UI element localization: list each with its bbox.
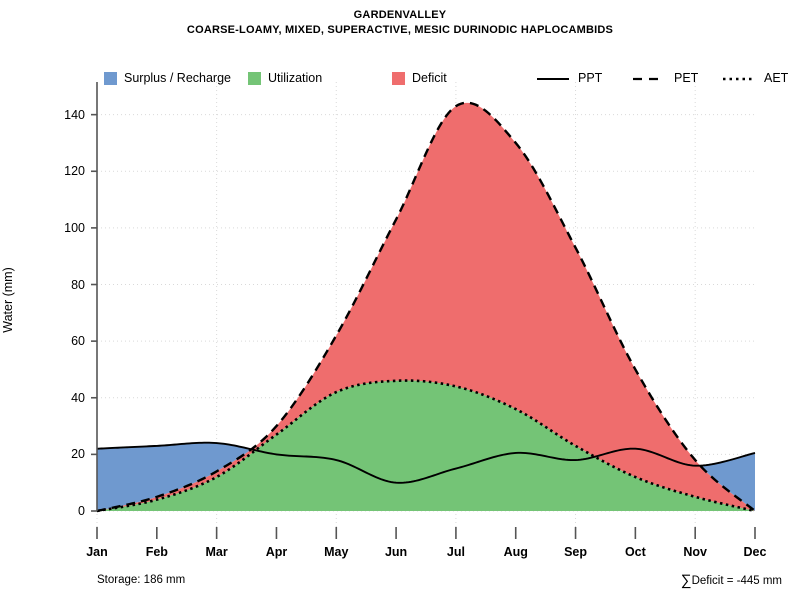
- x-tick-jan: Jan: [86, 545, 108, 559]
- sigma-icon: ∑: [680, 572, 692, 589]
- legend-item-deficit: Deficit: [392, 68, 447, 88]
- legend-label-utilization: Utilization: [268, 71, 323, 85]
- legend-line-dotted-icon: [722, 72, 756, 85]
- x-tick-nov: Nov: [683, 545, 707, 559]
- x-tick-may: May: [324, 545, 349, 559]
- x-tick-dec: Dec: [743, 545, 767, 559]
- y-tick-120: 120: [64, 164, 85, 179]
- title-line-2: COARSE-LOAMY, MIXED, SUPERACTIVE, MESIC …: [186, 24, 614, 36]
- legend-line-dashed-icon: [632, 72, 666, 85]
- legend-swatch-deficit: [392, 71, 405, 85]
- y-tick-100: 100: [64, 220, 85, 235]
- y-tick-60: 60: [71, 334, 85, 349]
- x-tick-apr: Apr: [265, 545, 288, 559]
- x-tick-aug: Aug: [503, 545, 528, 559]
- legend-item-pet: PET: [632, 68, 698, 88]
- y-tick-20: 20: [71, 447, 85, 462]
- chart-title: GARDENVALLEY COARSE-LOAMY, MIXED, SUPERA…: [0, 8, 800, 38]
- y-tick-80: 80: [71, 277, 85, 292]
- legend-swatch-surplus: [104, 71, 117, 85]
- legend-item-ppt: PPT: [536, 68, 602, 88]
- x-tick-oct: Oct: [624, 545, 646, 559]
- x-tick-jul: Jul: [446, 545, 465, 559]
- deficit-annotation: ∑Deficit = -445 mm: [681, 572, 782, 589]
- legend-line-solid-icon: [536, 72, 570, 85]
- x-tick-sep: Sep: [564, 545, 587, 559]
- title-line-1: GARDENVALLEY: [353, 9, 447, 21]
- chart-legend: Surplus / Recharge Utilization Deficit P…: [0, 68, 800, 88]
- x-tick-feb: Feb: [145, 545, 168, 559]
- legend-item-utilization: Utilization: [248, 68, 322, 88]
- legend-label-aet: AET: [764, 71, 789, 85]
- legend-item-aet: AET: [722, 68, 788, 88]
- y-tick-0: 0: [78, 504, 85, 518]
- legend-label-deficit: Deficit: [412, 71, 447, 85]
- y-tick-140: 140: [64, 107, 85, 122]
- x-tick-mar: Mar: [205, 545, 228, 559]
- x-tick-jun: Jun: [384, 545, 408, 559]
- legend-item-surplus: Surplus / Recharge: [104, 68, 231, 88]
- y-tick-40: 40: [71, 390, 85, 405]
- legend-swatch-utilization: [248, 71, 261, 85]
- storage-annotation: Storage: 186 mm: [97, 574, 186, 586]
- legend-label-surplus: Surplus / Recharge: [124, 71, 232, 85]
- legend-label-pet: PET: [674, 71, 699, 85]
- legend-label-ppt: PPT: [578, 71, 603, 85]
- deficit-text: Deficit = -445 mm: [691, 575, 782, 587]
